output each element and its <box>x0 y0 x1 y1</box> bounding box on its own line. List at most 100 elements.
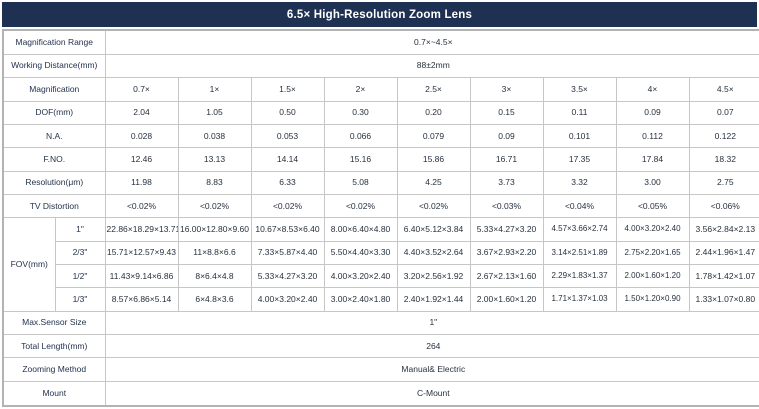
row-label: Resolution(μm) <box>2 170 106 196</box>
sensor-size-label: 1/3" <box>54 287 106 312</box>
spec-cell: <0.02% <box>177 194 252 219</box>
spec-cell: 3.00 <box>615 170 690 196</box>
magnification-value: 4.5× <box>688 77 759 102</box>
fov-cell: 22.86×18.29×13.71 <box>104 217 179 242</box>
spec-cell: <0.06% <box>688 194 759 219</box>
spec-cell: 0.066 <box>323 124 398 149</box>
spec-cell: 3.73 <box>469 170 544 196</box>
fov-cell: 4.57×3.66×2.74 <box>542 217 617 242</box>
spec-cell: 5.08 <box>323 170 398 196</box>
spec-cell: 0.122 <box>688 124 759 149</box>
spec-cell: 0.028 <box>104 124 179 149</box>
fov-cell: 4.00×3.20×2.40 <box>615 217 690 242</box>
spec-cell: <0.02% <box>104 194 179 219</box>
row-tv-distortion: TV Distortion <0.02% <0.02% <0.02% <0.02… <box>2 194 759 219</box>
fov-cell: 1.71×1.37×1.03 <box>542 287 617 312</box>
row-fov-2-3inch: 2/3" 15.71×12.57×9.43 11×8.8×6.6 7.33×5.… <box>3 240 759 266</box>
row-label: Zooming Method <box>2 357 106 382</box>
magnification-value: 4× <box>615 77 690 102</box>
fov-cell: 8×6.4×4.8 <box>177 264 252 289</box>
sensor-size-label: 2/3" <box>54 240 106 266</box>
spec-cell: 0.101 <box>542 124 617 149</box>
fov-cell: 8.00×6.40×4.80 <box>323 217 398 242</box>
spec-value: Manual& Electric <box>104 357 759 382</box>
row-fno: F.NO. 12.46 13.13 14.14 15.16 15.86 16.7… <box>2 147 759 172</box>
fov-cell: 3.00×2.40×1.80 <box>323 287 398 312</box>
row-label: F.NO. <box>2 147 106 172</box>
row-magnification-range: Magnification Range 0.7×~4.5× <box>2 29 759 55</box>
fov-cell: 6×4.8×3.6 <box>177 287 252 312</box>
row-na: N.A. 0.028 0.038 0.053 0.066 0.079 0.09 … <box>2 124 759 149</box>
row-fov-1-2inch: 1/2" 11.43×9.14×6.86 8×6.4×4.8 5.33×4.27… <box>3 264 759 289</box>
fov-cell: 5.33×4.27×3.20 <box>469 217 544 242</box>
spec-cell: 0.50 <box>250 100 325 126</box>
spec-cell: <0.03% <box>469 194 544 219</box>
spec-cell: 15.86 <box>396 147 471 172</box>
spec-cell: 14.14 <box>250 147 325 172</box>
fov-cell: 5.50×4.40×3.30 <box>323 240 398 266</box>
magnification-value: 1.5× <box>250 77 325 102</box>
spec-cell: 3.32 <box>542 170 617 196</box>
fov-cell: 5.33×4.27×3.20 <box>250 264 325 289</box>
spec-cell: 0.30 <box>323 100 398 126</box>
magnification-value: 3× <box>469 77 544 102</box>
spec-cell: 17.84 <box>615 147 690 172</box>
spec-cell: 17.35 <box>542 147 617 172</box>
spec-cell: 0.038 <box>177 124 252 149</box>
row-mount: Mount C-Mount <box>2 380 759 407</box>
spec-cell: 0.079 <box>396 124 471 149</box>
row-resolution: Resolution(μm) 11.98 8.83 6.33 5.08 4.25… <box>2 170 759 196</box>
fov-cell: 10.67×8.53×6.40 <box>250 217 325 242</box>
fov-cell: 4.00×3.20×2.40 <box>323 264 398 289</box>
fov-cell: 6.40×5.12×3.84 <box>396 217 471 242</box>
spec-value: 264 <box>104 334 759 359</box>
row-max-sensor-size: Max.Sensor Size 1" <box>2 310 759 336</box>
fov-cell: 3.56×2.84×2.13 <box>688 217 759 242</box>
spec-cell: 15.16 <box>323 147 398 172</box>
magnification-value: 3.5× <box>542 77 617 102</box>
fov-cell: 8.57×6.86×5.14 <box>104 287 179 312</box>
fov-cell: 11×8.8×6.6 <box>177 240 252 266</box>
fov-cell: 2.75×2.20×1.65 <box>615 240 690 266</box>
row-label: Working Distance(mm) <box>2 53 106 79</box>
row-total-length: Total Length(mm) 264 <box>2 334 759 359</box>
spec-cell: 16.71 <box>469 147 544 172</box>
spec-cell: 8.83 <box>177 170 252 196</box>
row-label: Magnification <box>2 77 106 102</box>
row-label: Total Length(mm) <box>2 334 106 359</box>
spec-cell: 11.98 <box>104 170 179 196</box>
row-label: N.A. <box>2 124 106 149</box>
spec-value: 88±2mm <box>104 53 759 79</box>
row-label: Mount <box>2 380 106 407</box>
row-working-distance: Working Distance(mm) 88±2mm <box>2 53 759 79</box>
spec-cell: 12.46 <box>104 147 179 172</box>
spec-cell: 4.25 <box>396 170 471 196</box>
fov-cell: 2.00×1.60×1.20 <box>615 264 690 289</box>
sensor-size-label: 1" <box>54 217 106 242</box>
sensor-size-label: 1/2" <box>54 264 106 289</box>
row-label: TV Distortion <box>2 194 106 219</box>
row-label: Magnification Range <box>2 29 106 55</box>
table-title-bar: 6.5× High-Resolution Zoom Lens <box>2 2 757 27</box>
fov-cell: 11.43×9.14×6.86 <box>104 264 179 289</box>
row-zooming-method: Zooming Method Manual& Electric <box>2 357 759 382</box>
spec-cell: <0.04% <box>542 194 617 219</box>
spec-cell: 0.07 <box>688 100 759 126</box>
magnification-value: 2.5× <box>396 77 471 102</box>
fov-cell: 16.00×12.80×9.60 <box>177 217 252 242</box>
row-fov-1inch: FOV(mm) 1" 22.86×18.29×13.71 16.00×12.80… <box>2 217 759 312</box>
fov-cell: 1.50×1.20×0.90 <box>615 287 690 312</box>
fov-cell: 1.33×1.07×0.80 <box>688 287 759 312</box>
spec-cell: <0.02% <box>396 194 471 219</box>
fov-cell: 2.40×1.92×1.44 <box>396 287 471 312</box>
spec-cell: <0.05% <box>615 194 690 219</box>
fov-cell: 4.40×3.52×2.64 <box>396 240 471 266</box>
fov-cell: 1.78×1.42×1.07 <box>688 264 759 289</box>
spec-value: C-Mount <box>104 380 759 407</box>
fov-cell: 2.44×1.96×1.47 <box>688 240 759 266</box>
spec-cell: 18.32 <box>688 147 759 172</box>
fov-cell: 2.67×2.13×1.60 <box>469 264 544 289</box>
magnification-value: 1× <box>177 77 252 102</box>
fov-cell: 3.20×2.56×1.92 <box>396 264 471 289</box>
